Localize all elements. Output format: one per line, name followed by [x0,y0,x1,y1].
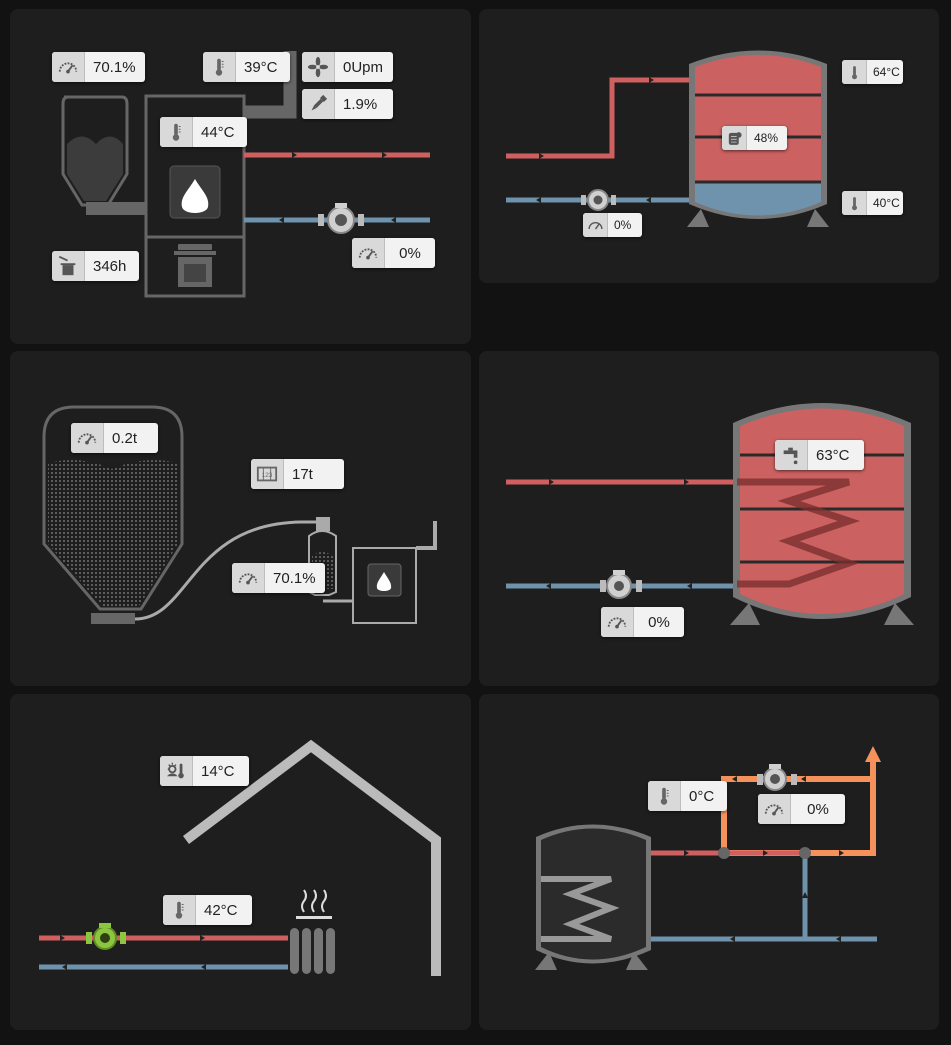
counter-icon: 123 [251,459,284,489]
buffer-pump-value: 0% [614,218,632,232]
dhw-diagram [506,403,914,625]
dhw-temp-badge[interactable]: 63°C [775,440,864,470]
fan-speed-badge[interactable]: 0Upm [302,52,393,82]
small-boiler-body [352,547,417,624]
boiler-pump-icon [318,203,364,234]
solar-outlet-arrow [865,746,881,762]
silo-level-value: 0.2t [112,429,138,447]
radiator-icon [290,889,335,974]
silo-diagram [42,405,437,624]
flow-temp-value: 42°C [204,901,238,919]
solar-panel: 0°C 0% [479,694,939,1030]
buffer-top-temp-value: 64°C [873,65,900,79]
thermometer-icon [163,895,196,925]
flame-icon [181,179,209,213]
gauge-icon [583,213,608,237]
dhw-temp-value: 63°C [816,446,850,464]
o2-badge[interactable]: 1.9% [302,89,393,119]
hc-pump-icon [86,923,126,950]
buffer-supply-pipe [506,77,692,159]
thermometer-icon [160,117,193,147]
ash-emptying-icon [52,251,85,281]
buffer-bottom-temp-badge[interactable]: 40°C [842,191,903,215]
buffer-charge-badge[interactable]: 48% [722,126,787,150]
silo-fill [48,460,178,606]
boiler-diagram [61,51,430,298]
flue-temp-badge[interactable]: 39°C [203,52,290,82]
consumption-badge[interactable]: 123 17t [251,459,344,489]
solar-pump-badge[interactable]: 0% [758,794,845,824]
faucet-icon [775,440,808,470]
vacuum-hose [134,520,323,621]
svg-text:123: 123 [262,472,273,479]
flame-icon [376,572,392,591]
ash-bin-icon [174,244,216,287]
buffer-pump-icon [581,189,616,211]
flue-pipe [245,51,297,119]
flue-temp-value: 39°C [244,58,278,76]
modulation-value: 70.1% [93,58,136,76]
ash-hours-badge[interactable]: 346h [52,251,139,281]
thermometer-icon [842,191,867,215]
boiler-temp-badge[interactable]: 44°C [160,117,247,147]
dhw-pump-value: 0% [648,613,670,631]
outdoor-temp-badge[interactable]: 14°C [160,756,249,786]
gauge-icon [52,52,85,82]
ash-hours-value: 346h [93,257,127,275]
gauge-icon [352,238,385,268]
silo-level-badge[interactable]: 0.2t [71,423,158,453]
buffer-charge-value: 48% [754,131,779,145]
boiler-pump-value: 0% [399,244,421,262]
thermometer-icon [842,60,867,84]
modulation-badge[interactable]: 70.1% [52,52,145,82]
solar-pump-icon [757,764,797,791]
heat-exchanger-coil [737,478,861,588]
solar-loop-pipe [721,776,876,853]
house-outline [182,739,441,976]
solar-diagram [535,746,881,970]
silo-modulation-value: 70.1% [273,569,316,587]
buffer-pump-badge[interactable]: 0% [583,213,642,237]
boiler-pump-badge[interactable]: 0% [352,238,435,268]
feed-auger [86,202,148,215]
consumption-value: 17t [292,465,313,483]
solar-pump-value: 0% [807,800,829,818]
buffer-charge-icon [722,126,747,150]
dhw-pump-icon [600,570,642,599]
buffer-diagram [506,50,829,227]
buffer-bottom-temp-value: 40°C [873,196,900,210]
boiler-panel: 70.1% 39°C 0Upm 1.9% 44°C 0% 346h [10,9,471,344]
silo-modulation-badge[interactable]: 70.1% [232,563,325,593]
dhw-pump-badge[interactable]: 0% [601,607,684,637]
gauge-icon [601,607,634,637]
heating-circuit-panel: 14°C 42°C [10,694,471,1030]
solar-temp-badge[interactable]: 0°C [648,781,727,811]
thermometer-icon [648,781,681,811]
silo-outlet [91,613,135,624]
outdoor-temp-value: 14°C [201,762,235,780]
flow-temp-badge[interactable]: 42°C [163,895,252,925]
solar-temp-value: 0°C [689,787,715,805]
pellet-fill [67,136,123,201]
dhw-panel: 63°C 0% [479,351,939,686]
dhw-tank [730,403,914,625]
silo-panel: 0.2t 123 17t 70.1% [10,351,471,686]
thermometer-icon [203,52,236,82]
fan-icon [302,52,335,82]
solar-tank [535,824,651,970]
lambda-probe-icon [302,89,335,119]
boiler-temp-value: 44°C [201,123,235,141]
buffer-top-temp-badge[interactable]: 64°C [842,60,903,84]
o2-value: 1.9% [343,95,378,113]
outdoor-sensor-icon [160,756,193,786]
solar-coil [541,876,620,942]
gauge-icon [758,794,791,824]
gauge-icon [71,423,104,453]
gauge-icon [232,563,265,593]
heating-circuit-diagram [39,739,441,976]
fan-speed-value: 0Upm [343,58,384,76]
buffer-panel: 64°C 48% 40°C 0% [479,9,939,283]
